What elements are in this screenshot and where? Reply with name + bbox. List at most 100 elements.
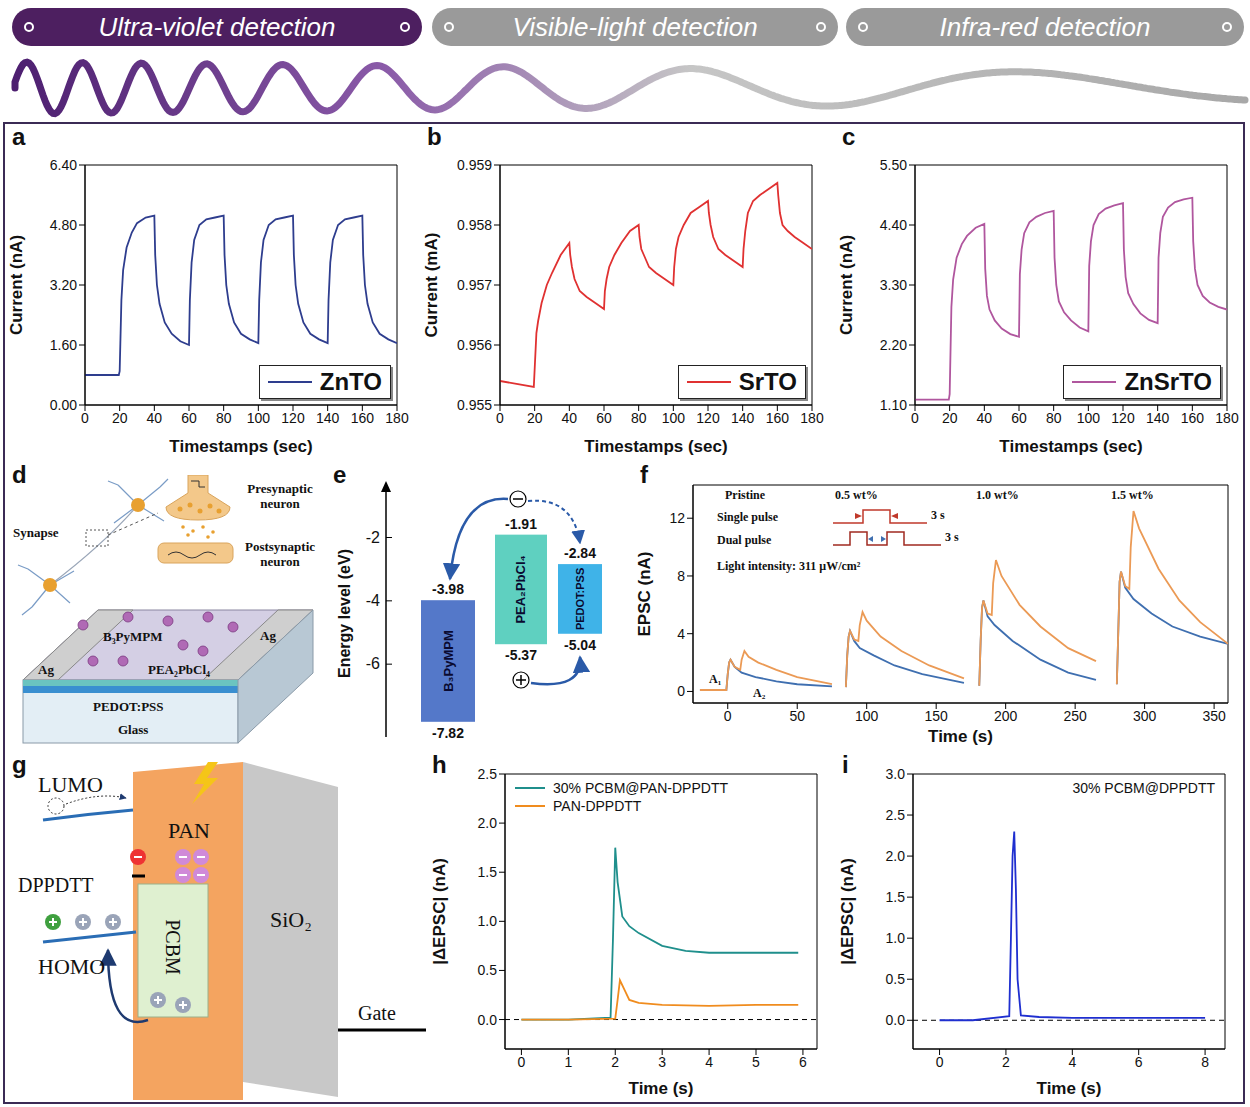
svg-text:Time (s): Time (s) bbox=[928, 727, 993, 746]
svg-text:1.0: 1.0 bbox=[886, 930, 906, 946]
svg-text:3.20: 3.20 bbox=[50, 277, 77, 293]
svg-text:100: 100 bbox=[247, 410, 271, 426]
svg-text:1.5: 1.5 bbox=[478, 864, 498, 880]
svg-text:PCBM: PCBM bbox=[162, 919, 184, 975]
svg-text:Energy level (eV): Energy level (eV) bbox=[336, 549, 353, 678]
svg-text:0.5 wt%: 0.5 wt% bbox=[835, 488, 878, 502]
svg-text:Current (nA): Current (nA) bbox=[7, 235, 26, 335]
svg-text:PEA₂PbCl₄: PEA₂PbCl₄ bbox=[514, 555, 529, 623]
svg-text:1: 1 bbox=[564, 1054, 572, 1070]
svg-text:B₃PyMPM: B₃PyMPM bbox=[441, 630, 456, 692]
svg-text:60: 60 bbox=[596, 410, 612, 426]
svg-text:Current (mA): Current (mA) bbox=[422, 233, 441, 338]
svg-text:-2.84: -2.84 bbox=[564, 545, 596, 561]
svg-text:80: 80 bbox=[631, 410, 647, 426]
svg-text:350: 350 bbox=[1202, 708, 1226, 724]
svg-text:2.5: 2.5 bbox=[886, 807, 906, 823]
svg-text:150: 150 bbox=[925, 708, 949, 724]
svg-text:60: 60 bbox=[181, 410, 197, 426]
svg-text:2: 2 bbox=[1002, 1054, 1010, 1070]
svg-text:Presynapticneuron: Presynapticneuron bbox=[247, 481, 313, 511]
svg-text:Time (s): Time (s) bbox=[629, 1079, 694, 1098]
svg-text:PAN: PAN bbox=[168, 818, 210, 843]
svg-text:140: 140 bbox=[316, 410, 340, 426]
svg-text:0: 0 bbox=[496, 410, 504, 426]
svg-text:50: 50 bbox=[789, 708, 805, 724]
svg-text:40: 40 bbox=[977, 410, 993, 426]
svg-text:Single pulse: Single pulse bbox=[717, 510, 779, 524]
svg-text:LUMO: LUMO bbox=[38, 772, 103, 797]
svg-text:180: 180 bbox=[1215, 410, 1239, 426]
svg-text:0: 0 bbox=[677, 683, 685, 699]
svg-text:0.959: 0.959 bbox=[457, 157, 492, 173]
svg-text:4: 4 bbox=[677, 626, 685, 642]
svg-text:-3.98: -3.98 bbox=[432, 581, 464, 597]
svg-text:0.956: 0.956 bbox=[457, 337, 492, 353]
svg-text:0: 0 bbox=[518, 1054, 526, 1070]
svg-text:140: 140 bbox=[731, 410, 755, 426]
svg-text:Time (s): Time (s) bbox=[1037, 1079, 1102, 1098]
svg-text:1.60: 1.60 bbox=[50, 337, 77, 353]
svg-text:0.0: 0.0 bbox=[886, 1012, 906, 1028]
svg-text:DPPDTT: DPPDTT bbox=[18, 874, 94, 896]
svg-text:0.955: 0.955 bbox=[457, 397, 492, 413]
svg-text:2: 2 bbox=[611, 1054, 619, 1070]
svg-text:PEA₂PbCl₄: PEA₂PbCl₄ bbox=[148, 662, 210, 677]
svg-text:40: 40 bbox=[147, 410, 163, 426]
svg-text:Timestamps (sec): Timestamps (sec) bbox=[584, 437, 727, 456]
svg-text:160: 160 bbox=[351, 410, 375, 426]
svg-text:1.0: 1.0 bbox=[478, 913, 498, 929]
svg-text:3: 3 bbox=[658, 1054, 666, 1070]
svg-text:Synapse: Synapse bbox=[13, 525, 59, 540]
svg-text:20: 20 bbox=[527, 410, 543, 426]
svg-text:120: 120 bbox=[1111, 410, 1135, 426]
svg-text:6: 6 bbox=[1135, 1054, 1143, 1070]
svg-text:300: 300 bbox=[1133, 708, 1157, 724]
svg-text:0: 0 bbox=[724, 708, 732, 724]
svg-text:Postsynapticneuron: Postsynapticneuron bbox=[245, 539, 315, 569]
svg-text:0.957: 0.957 bbox=[457, 277, 492, 293]
svg-text:2.5: 2.5 bbox=[478, 766, 498, 782]
svg-text:20: 20 bbox=[112, 410, 128, 426]
svg-text:Dual pulse: Dual pulse bbox=[717, 533, 772, 547]
svg-text:A₁: A₁ bbox=[709, 672, 722, 686]
svg-text:1.5: 1.5 bbox=[886, 889, 906, 905]
svg-text:100: 100 bbox=[855, 708, 879, 724]
svg-text:3 s: 3 s bbox=[931, 508, 945, 522]
svg-text:140: 140 bbox=[1146, 410, 1170, 426]
svg-text:-5.04: -5.04 bbox=[564, 637, 596, 653]
svg-text:160: 160 bbox=[1181, 410, 1205, 426]
svg-text:160: 160 bbox=[766, 410, 790, 426]
svg-text:4: 4 bbox=[1068, 1054, 1076, 1070]
svg-text:20: 20 bbox=[942, 410, 958, 426]
svg-text:Timestamps (sec): Timestamps (sec) bbox=[169, 437, 312, 456]
svg-text:3 s: 3 s bbox=[945, 530, 959, 544]
svg-text:Pristine: Pristine bbox=[725, 488, 766, 502]
svg-text:0.958: 0.958 bbox=[457, 217, 492, 233]
svg-text:8: 8 bbox=[1201, 1054, 1209, 1070]
svg-text:4.40: 4.40 bbox=[880, 217, 907, 233]
svg-text:250: 250 bbox=[1063, 708, 1087, 724]
svg-text:4: 4 bbox=[705, 1054, 713, 1070]
svg-text:3.30: 3.30 bbox=[880, 277, 907, 293]
svg-text:80: 80 bbox=[1046, 410, 1062, 426]
svg-text:180: 180 bbox=[800, 410, 824, 426]
svg-text:Light intensity: 311 μW/cm²: Light intensity: 311 μW/cm² bbox=[717, 559, 861, 573]
svg-text:1.10: 1.10 bbox=[880, 397, 907, 413]
svg-text:2.0: 2.0 bbox=[478, 815, 498, 831]
svg-text:PEDOT:PSS: PEDOT:PSS bbox=[574, 568, 586, 630]
svg-text:2.0: 2.0 bbox=[886, 848, 906, 864]
svg-text:A₂: A₂ bbox=[753, 686, 766, 700]
svg-text:3.0: 3.0 bbox=[886, 766, 906, 782]
svg-text:40: 40 bbox=[562, 410, 578, 426]
svg-text:EPSC (nA): EPSC (nA) bbox=[635, 552, 654, 637]
svg-text:PEDOT:PSS: PEDOT:PSS bbox=[93, 699, 164, 714]
svg-text:Timestamps (sec): Timestamps (sec) bbox=[999, 437, 1142, 456]
svg-text:6: 6 bbox=[799, 1054, 807, 1070]
svg-text:Gate: Gate bbox=[358, 1002, 396, 1024]
svg-text:-4: -4 bbox=[366, 592, 380, 609]
svg-text:B₃PyMPM: B₃PyMPM bbox=[103, 629, 163, 644]
svg-text:2.20: 2.20 bbox=[880, 337, 907, 353]
svg-text:6.40: 6.40 bbox=[50, 157, 77, 173]
svg-text:80: 80 bbox=[216, 410, 232, 426]
